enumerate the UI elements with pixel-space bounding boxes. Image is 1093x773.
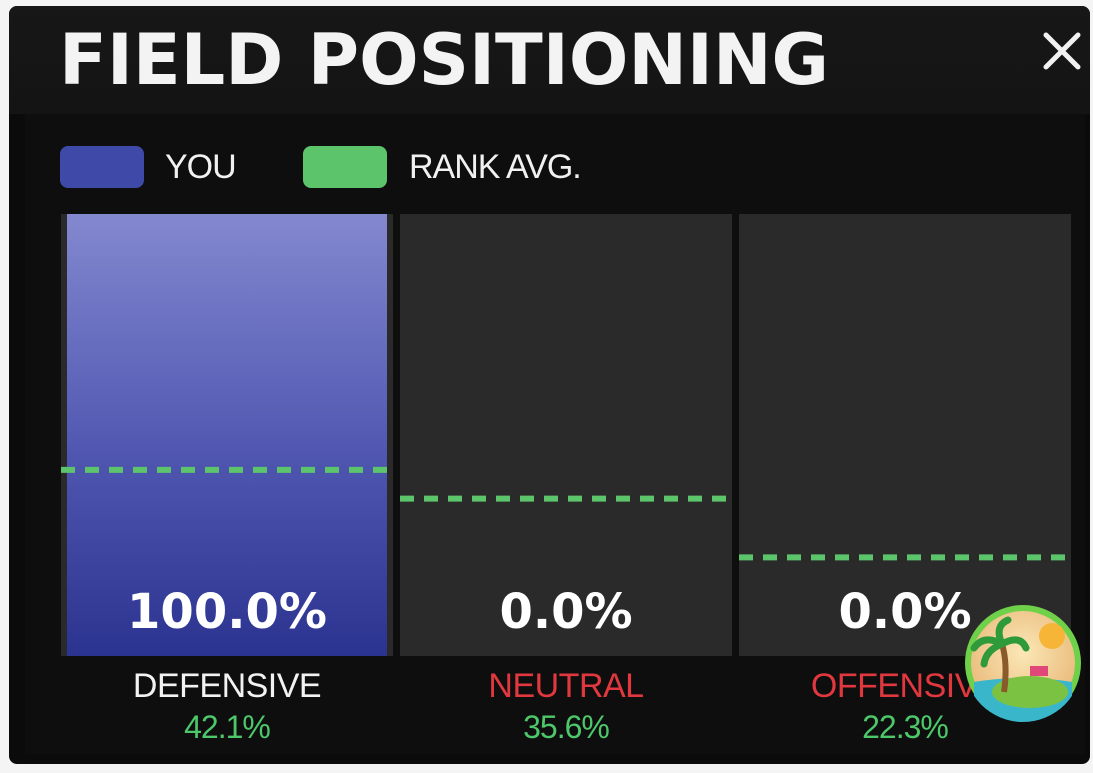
bar-value-offensive: 0.0%: [838, 584, 972, 640]
legend-label-you: YOU: [165, 148, 237, 186]
beach-island-icon: [965, 605, 1081, 722]
category-label-defensive: DEFENSIVE: [132, 667, 322, 705]
legend-swatch-rank-avg: [303, 146, 387, 188]
chart-content: YOU RANK AVG. 100.0% DEFENSIVE 42.1% 0.0% NE…: [25, 114, 1085, 754]
legend-swatch-you: [60, 146, 144, 188]
field-positioning-panel: FIELD POSITIONING YOU RANK AVG. 100.0%: [9, 6, 1090, 764]
rank-avg-label-defensive: 42.1%: [184, 709, 271, 745]
rank-avg-label-offensive: 22.3%: [862, 709, 949, 745]
close-icon: [1043, 32, 1081, 70]
category-label-neutral: NEUTRAL: [488, 667, 644, 705]
panel-header: FIELD POSITIONING: [9, 6, 1090, 114]
legend-label-rank-avg: RANK AVG.: [409, 148, 582, 186]
bar-you-defensive: [67, 214, 387, 656]
avatar[interactable]: [964, 604, 1082, 722]
bar-track-neutral: [400, 214, 732, 656]
close-button[interactable]: [1039, 28, 1085, 74]
bar-chart: [61, 214, 1071, 656]
bar-value-neutral: 0.0%: [499, 584, 633, 640]
rank-avg-label-neutral: 35.6%: [523, 709, 610, 745]
bar-track-offensive: [739, 214, 1071, 656]
bar-value-defensive: 100.0%: [127, 584, 327, 640]
panel-title: FIELD POSITIONING: [59, 19, 829, 101]
